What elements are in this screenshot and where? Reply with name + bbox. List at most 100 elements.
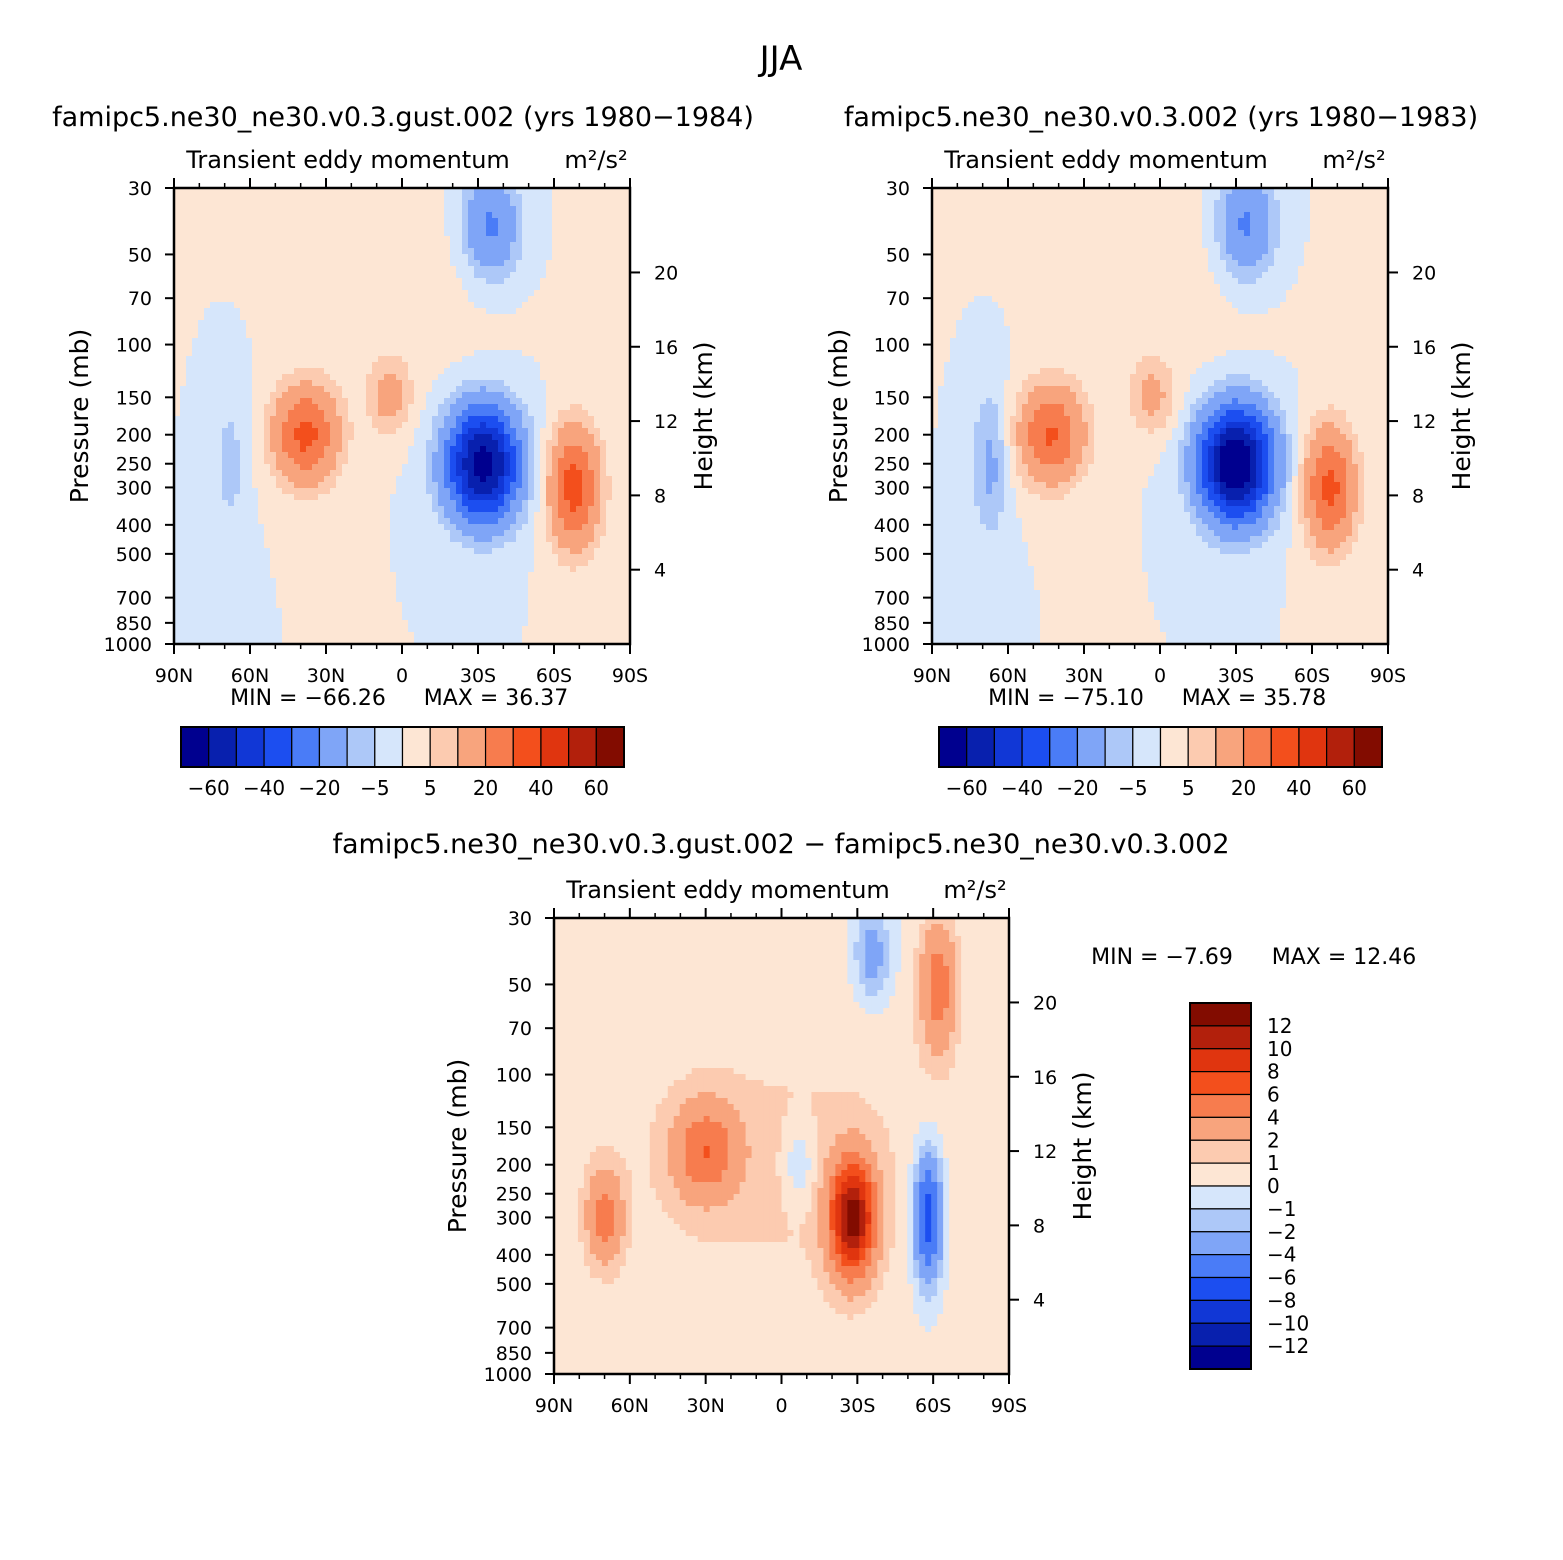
heatmap-cell (294, 302, 301, 309)
heatmap-cell (396, 350, 403, 357)
heatmap-cell (588, 524, 595, 531)
heatmap-cell (312, 326, 319, 333)
heatmap-cell (384, 224, 391, 231)
heatmap-cell (546, 374, 553, 381)
heatmap-cell (192, 350, 199, 357)
heatmap-cell (450, 488, 457, 495)
heatmap-cell (594, 248, 601, 255)
heatmap-cell (246, 464, 253, 471)
heatmap-cell (318, 362, 325, 369)
heatmap-cell (234, 260, 241, 267)
heatmap-cell (294, 518, 301, 525)
heatmap-cell (354, 458, 361, 465)
heatmap-cell (564, 548, 571, 555)
heatmap-cell (366, 224, 373, 231)
heatmap-cell (396, 242, 403, 249)
heatmap-cell (594, 470, 601, 477)
heatmap-cell (414, 452, 421, 459)
heatmap-cell (390, 524, 397, 531)
heatmap-cell (576, 500, 583, 507)
heatmap-cell (192, 332, 199, 339)
heatmap-cell (180, 566, 187, 573)
heatmap-cell (450, 272, 457, 279)
heatmap-cell (318, 422, 325, 429)
heatmap-cell (432, 296, 439, 303)
heatmap-cell (498, 404, 505, 411)
heatmap-cell (390, 278, 397, 285)
heatmap-cell (396, 200, 403, 207)
heatmap-cell (594, 476, 601, 483)
heatmap-cell (522, 332, 529, 339)
heatmap-cell (222, 314, 229, 321)
heatmap-cell (516, 326, 523, 333)
heatmap-cell (378, 386, 385, 393)
heatmap-cell (348, 398, 355, 405)
heatmap-cell (354, 560, 361, 567)
heatmap-cell (216, 290, 223, 297)
heatmap-cell (618, 434, 625, 441)
heatmap-cell (342, 218, 349, 225)
heatmap-cell (312, 512, 319, 519)
heatmap-cell (438, 416, 445, 423)
heatmap-cell (450, 332, 457, 339)
heatmap-cell (606, 458, 613, 465)
heatmap-cell (564, 554, 571, 561)
heatmap-cell (216, 434, 223, 441)
heatmap-cell (552, 254, 559, 261)
heatmap-cell (348, 326, 355, 333)
heatmap-cell (504, 362, 511, 369)
heatmap-cell (270, 446, 277, 453)
heatmap-cell (234, 410, 241, 417)
heatmap-cell (618, 446, 625, 453)
heatmap-cell (294, 470, 301, 477)
heatmap-cell (474, 434, 481, 441)
heatmap-cell (312, 212, 319, 219)
heatmap-cell (204, 248, 211, 255)
heatmap-cell (474, 254, 481, 261)
heatmap-cell (366, 284, 373, 291)
heatmap-cell (312, 248, 319, 255)
heatmap-cell (594, 422, 601, 429)
heatmap-cell (576, 254, 583, 261)
heatmap-cell (348, 380, 355, 387)
heatmap-cell (504, 548, 511, 555)
heatmap-cell (462, 404, 469, 411)
heatmap-cell (330, 194, 337, 201)
heatmap-cell (294, 572, 301, 579)
heatmap-cell (576, 530, 583, 537)
heatmap-cell (360, 548, 367, 555)
heatmap-cell (420, 212, 427, 219)
heatmap-cell (348, 410, 355, 417)
heatmap-cell (528, 386, 535, 393)
heatmap-cell (222, 206, 229, 213)
heatmap-cell (462, 260, 469, 267)
heatmap-cell (378, 272, 385, 279)
heatmap-cell (240, 410, 247, 417)
heatmap-cell (456, 320, 463, 327)
heatmap-cell (432, 200, 439, 207)
heatmap-cell (486, 368, 493, 375)
heatmap-cell (456, 338, 463, 345)
heatmap-cell (486, 344, 493, 351)
heatmap-cell (588, 500, 595, 507)
heatmap-cell (210, 344, 217, 351)
heatmap-cell (438, 314, 445, 321)
heatmap-cell (498, 344, 505, 351)
heatmap-cell (432, 254, 439, 261)
heatmap-cell (612, 326, 619, 333)
heatmap-cell (348, 224, 355, 231)
heatmap-cell (246, 344, 253, 351)
heatmap-cell (594, 308, 601, 315)
heatmap-cell (444, 194, 451, 201)
heatmap-cell (198, 422, 205, 429)
heatmap-cell (330, 482, 337, 489)
heatmap-cell (198, 344, 205, 351)
heatmap-cell (294, 212, 301, 219)
heatmap-cell (480, 518, 487, 525)
heatmap-cell (258, 428, 265, 435)
heatmap-cell (546, 386, 553, 393)
heatmap-cell (246, 326, 253, 333)
heatmap-cell (324, 254, 331, 261)
heatmap-cell (336, 452, 343, 459)
heatmap-cell (252, 428, 259, 435)
